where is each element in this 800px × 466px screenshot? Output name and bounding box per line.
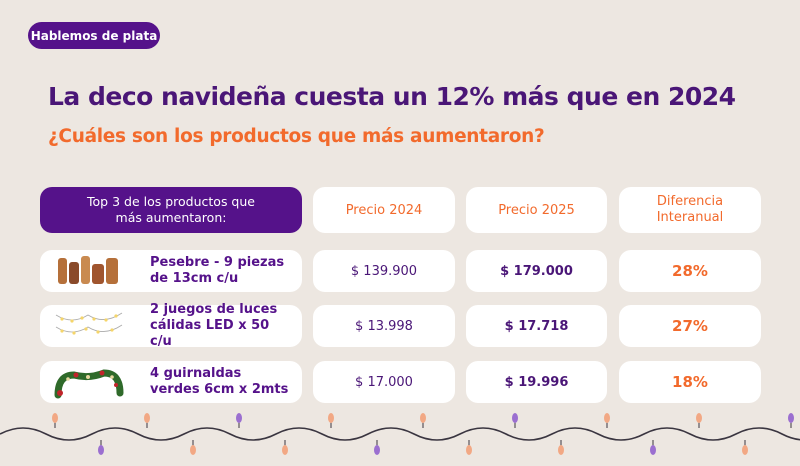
light-bulb-icon (650, 440, 656, 455)
subtitle-text: ¿Cuáles son los productos que (48, 126, 363, 147)
light-bulb-icon (282, 440, 288, 455)
product-name: Pesebre - 9 piezas de 13cm c/u (150, 255, 285, 286)
header-price-2024: Precio 2024 (313, 187, 455, 233)
light-bulb-icon (788, 413, 794, 428)
light-wire (0, 427, 800, 441)
light-bulb-icon (512, 413, 518, 428)
light-bulb-icon (236, 413, 242, 428)
difference-cell: 27% (619, 305, 761, 347)
light-bulb-icon (420, 413, 426, 428)
table-row-product: 2 juegos de luces cálidas LED x 50 c/u (40, 302, 302, 349)
table-row-product: Pesebre - 9 piezas de 13cm c/u (40, 250, 302, 292)
green-garland-image (54, 365, 124, 399)
light-bulb-icon (374, 440, 380, 455)
nativity-figures-image (54, 254, 124, 288)
header-difference-label: Diferencia Interanual (656, 194, 724, 225)
price-2025-cell: $ 179.000 (466, 250, 607, 292)
product-name: 4 guirnaldas verdes 6cm x 2mts (150, 366, 289, 397)
light-bulb-icon (466, 440, 472, 455)
difference-cell: 28% (619, 250, 761, 292)
price-2024-cell: $ 13.998 (313, 305, 455, 347)
page-title: La deco navideña cuesta un 12% más que e… (48, 82, 736, 111)
string-lights-decoration (0, 413, 800, 455)
price-2025-cell: $ 17.718 (466, 305, 607, 347)
price-2024-cell: $ 17.000 (313, 361, 455, 403)
light-bulb-icon (558, 440, 564, 455)
difference-cell: 18% (619, 361, 761, 403)
subtitle-highlight: más (362, 126, 404, 147)
light-bulb-icon (190, 440, 196, 455)
light-bulb-icon (696, 413, 702, 428)
string-lights-image (54, 309, 124, 343)
price-2025-cell: $ 19.996 (466, 361, 607, 403)
subtitle-text-end: aumentaron? (403, 126, 545, 147)
light-bulb-icon (604, 413, 610, 428)
light-bulb-icon (52, 413, 58, 428)
light-bulb-icon (98, 440, 104, 455)
page-subtitle: ¿Cuáles son los productos que más aument… (48, 126, 545, 147)
header-products-label: Top 3 de los productos que más aumentaro… (87, 194, 255, 225)
category-badge: Hablemos de plata (28, 22, 160, 49)
header-difference: Diferencia Interanual (619, 187, 761, 233)
table-row-product: 4 guirnaldas verdes 6cm x 2mts (40, 361, 302, 403)
light-bulb-icon (742, 440, 748, 455)
header-price-2025: Precio 2025 (466, 187, 607, 233)
product-name: 2 juegos de luces cálidas LED x 50 c/u (150, 302, 278, 349)
light-bulb-icon (144, 413, 150, 428)
light-bulb-icon (328, 413, 334, 428)
header-products: Top 3 de los productos que más aumentaro… (40, 187, 302, 233)
price-2024-cell: $ 139.900 (313, 250, 455, 292)
